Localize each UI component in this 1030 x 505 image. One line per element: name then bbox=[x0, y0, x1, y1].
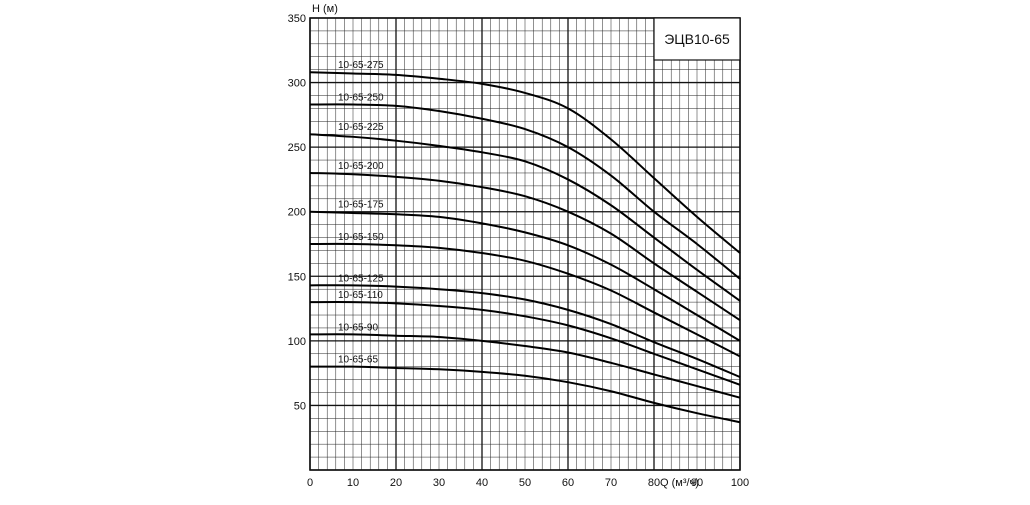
series-labels: 10-65-275 10-65-250 10-65-225 10-65-200 10-6… bbox=[338, 60, 384, 365]
y-axis-ticks: 50 100 150 200 250 300 350 bbox=[288, 13, 306, 412]
y-tick-label: 250 bbox=[288, 142, 306, 154]
y-axis-title: H (м) bbox=[312, 3, 338, 15]
chart-title-box: ЭЦВ10-65 bbox=[653, 17, 741, 61]
series-line-10-65-250 bbox=[309, 103, 741, 280]
title-rect bbox=[653, 17, 741, 61]
x-tick-label: 30 bbox=[433, 477, 445, 489]
x-tick-label: 60 bbox=[562, 477, 574, 489]
x-tick-label: 40 bbox=[476, 477, 488, 489]
series-label-10-65-125: 10-65-125 bbox=[338, 273, 384, 284]
y-tick-label: 350 bbox=[288, 13, 306, 25]
y-tick-label: 100 bbox=[288, 336, 306, 348]
x-axis-title: Q (м³/ч) bbox=[660, 477, 699, 489]
x-tick-label: 50 bbox=[519, 477, 531, 489]
y-tick-label: 150 bbox=[288, 271, 306, 283]
x-tick-label: 80 bbox=[648, 477, 660, 489]
x-axis-ticks: 0 10 20 30 40 50 60 70 80 90 100 bbox=[307, 477, 749, 489]
series-line-10-65-150 bbox=[309, 242, 741, 358]
y-tick-label: 300 bbox=[288, 78, 306, 90]
series-label-10-65-110: 10-65-110 bbox=[338, 290, 383, 301]
series-line-10-65-275 bbox=[309, 71, 741, 254]
series-label-10-65-90: 10-65-90 bbox=[338, 322, 378, 333]
series-label-10-65-275: 10-65-275 bbox=[338, 60, 384, 71]
x-tick-label: 10 bbox=[347, 477, 359, 489]
series-line-10-65-110 bbox=[309, 301, 741, 386]
series-line-10-65-90 bbox=[309, 333, 741, 399]
series-label-10-65-65: 10-65-65 bbox=[338, 355, 378, 366]
chart-title: ЭЦВ10-65 bbox=[664, 31, 730, 47]
series-label-10-65-200: 10-65-200 bbox=[338, 161, 384, 172]
x-tick-label: 90 bbox=[691, 477, 703, 489]
series-label-10-65-225: 10-65-225 bbox=[338, 122, 384, 133]
x-tick-label: 100 bbox=[731, 477, 749, 489]
series-line-10-65-225 bbox=[309, 133, 741, 302]
y-tick-label: 200 bbox=[288, 207, 306, 219]
x-tick-label: 70 bbox=[605, 477, 617, 489]
x-tick-label: 20 bbox=[390, 477, 402, 489]
series-label-10-65-150: 10-65-150 bbox=[338, 232, 384, 243]
minor-grid bbox=[309, 17, 741, 471]
series-label-10-65-250: 10-65-250 bbox=[338, 93, 384, 104]
series-label-10-65-175: 10-65-175 bbox=[338, 200, 384, 211]
x-tick-label: 0 bbox=[307, 477, 313, 489]
series-line-10-65-200 bbox=[309, 171, 741, 322]
series-line-10-65-65 bbox=[309, 365, 741, 424]
y-tick-label: 50 bbox=[294, 400, 306, 412]
series-lines bbox=[309, 71, 741, 424]
series-line-10-65-175 bbox=[309, 210, 741, 342]
series-line-10-65-125 bbox=[309, 284, 741, 378]
